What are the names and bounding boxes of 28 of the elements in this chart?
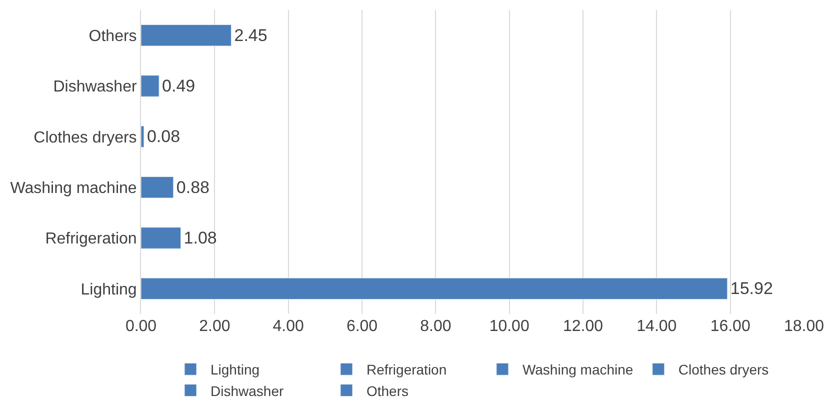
data-label: 0.88: [176, 178, 210, 197]
data-label: 2.45: [234, 26, 268, 45]
x-tick-label: 14.00: [636, 318, 677, 335]
data-label: 1.08: [184, 228, 217, 248]
legend-label: Washing machine: [522, 362, 634, 378]
x-tick-label: 16.00: [710, 318, 750, 335]
legend-label: Lighting: [210, 362, 260, 378]
y-tick-label: Lighting: [80, 281, 137, 298]
data-label: 0.49: [162, 76, 196, 96]
y-tick-label: Washing machine: [10, 180, 137, 197]
x-tick-label: 12.00: [562, 318, 604, 335]
legend-label: Refrigeration: [366, 362, 447, 378]
x-tick-label: 4.00: [272, 318, 304, 335]
x-tick-label: 10.00: [489, 318, 530, 335]
x-tick-label: 6.00: [346, 318, 378, 335]
x-tick-label: 8.00: [420, 318, 452, 335]
x-tick-label: 0.00: [125, 318, 157, 335]
y-tick-label: Others: [88, 28, 137, 45]
x-tick-label: 18.00: [784, 318, 824, 335]
y-tick-label: Clothes dryers: [34, 129, 137, 146]
legend-label: Clothes dryers: [678, 362, 769, 378]
data-label: 0.08: [146, 127, 180, 146]
y-tick-label: Refrigeration: [45, 230, 137, 248]
y-tick-label: Dishwasher: [53, 78, 138, 96]
legend-label: Others: [366, 382, 408, 399]
legend-label: Dishwasher: [210, 382, 284, 399]
data-label: 15.92: [730, 279, 773, 298]
x-tick-label: 2.00: [199, 318, 230, 335]
